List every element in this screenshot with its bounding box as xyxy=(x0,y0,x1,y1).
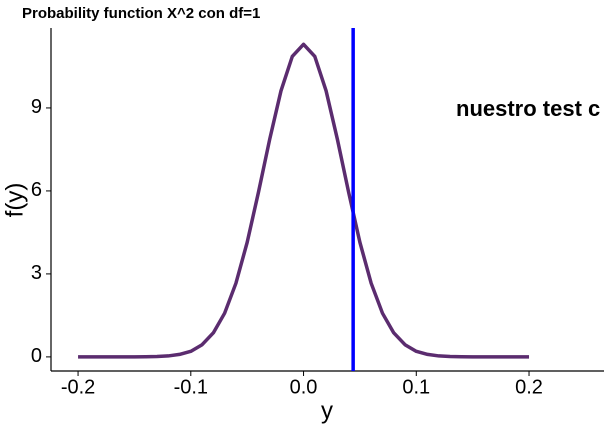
y-axis-title: f(y) xyxy=(1,183,28,218)
chart-title: Probability function X^2 con df=1 xyxy=(22,5,260,22)
x-tick-label: -0.2 xyxy=(61,376,95,398)
y-tick-label: 3 xyxy=(31,262,42,284)
y-tick-label: 9 xyxy=(31,96,42,118)
y-tick-label: 0 xyxy=(31,345,42,367)
y-tick-label: 6 xyxy=(31,179,42,201)
x-tick-label: 0.1 xyxy=(402,376,430,398)
x-tick-label: 0.0 xyxy=(290,376,318,398)
density-line xyxy=(78,42,530,359)
annotation: nuestro test c xyxy=(456,96,600,121)
x-axis-title: y xyxy=(321,397,333,424)
x-tick-label: 0.2 xyxy=(515,376,543,398)
x-tick-label: -0.1 xyxy=(174,376,208,398)
